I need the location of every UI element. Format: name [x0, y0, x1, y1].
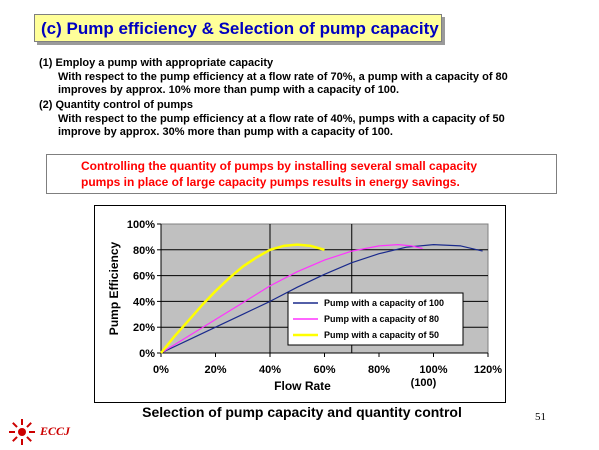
- item2-line2: improve by approx. 30% more than pump wi…: [58, 126, 393, 138]
- y-tick-label: 80%: [133, 245, 155, 257]
- x-tick-label: 40%: [259, 364, 281, 376]
- chart-caption: Selection of pump capacity and quantity …: [142, 404, 462, 420]
- y-tick-label: 0%: [139, 348, 155, 360]
- legend-label-3: Pump with a capacity of 50: [324, 330, 439, 340]
- x-tick-label: 60%: [313, 364, 335, 376]
- y-tick-label: 100%: [127, 219, 155, 231]
- item1-line1: With respect to the pump efficiency at a…: [58, 71, 508, 83]
- series-line-3: [160, 243, 325, 354]
- eccj-logo-text: ECCJ: [40, 424, 71, 438]
- series-line-1: [160, 244, 483, 354]
- x-axis-label: Flow Rate: [274, 379, 331, 393]
- eccj-logo-icon: [9, 419, 35, 445]
- x-tick-label: 100%: [419, 364, 447, 376]
- page-number: 51: [535, 411, 546, 423]
- item2-heading: (2) Quantity control of pumps: [39, 99, 193, 111]
- item1-heading: (1) Employ a pump with appropriate capac…: [39, 57, 274, 69]
- x-tick-label: 20%: [204, 364, 226, 376]
- slide-title: (c) Pump efficiency & Selection of pump …: [34, 14, 442, 42]
- series-line-2: [160, 244, 423, 354]
- x-extra-label: (100): [411, 377, 437, 389]
- y-tick-label: 20%: [133, 322, 155, 334]
- callout-line1: Controlling the quantity of pumps by ins…: [81, 159, 478, 173]
- y-axis-label: Pump Efficiency: [107, 241, 121, 335]
- legend-label-2: Pump with a capacity of 80: [324, 314, 439, 324]
- x-tick-label: 0%: [153, 364, 169, 376]
- item2-line1: With respect to the pump efficiency at a…: [58, 113, 505, 125]
- y-tick-label: 40%: [133, 296, 155, 308]
- callout-line2: pumps in place of large capacity pumps r…: [81, 175, 460, 189]
- x-tick-label: 120%: [474, 364, 502, 376]
- item1-line2: improves by approx. 10% more than pump w…: [58, 84, 400, 96]
- legend-label-1: Pump with a capacity of 100: [324, 298, 444, 308]
- energy-savings-callout: Controlling the quantity of pumps by ins…: [46, 154, 557, 194]
- x-tick-label: 80%: [368, 364, 390, 376]
- y-tick-label: 60%: [133, 271, 155, 283]
